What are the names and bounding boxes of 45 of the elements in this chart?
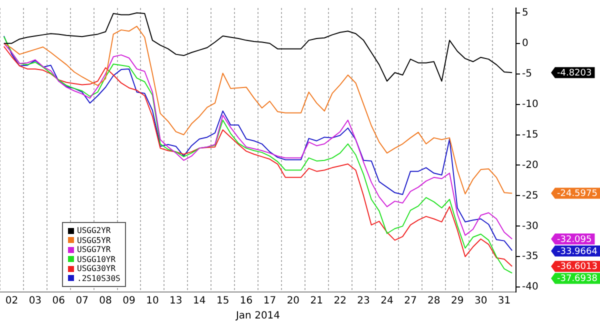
y-tick-label: -20: [522, 160, 538, 171]
x-tick-label: 21: [310, 296, 324, 307]
y-tick-label: -25: [522, 190, 538, 202]
y-tick-label: -15: [522, 129, 538, 140]
x-tick-label: 30: [474, 296, 488, 307]
x-tick-label: 27: [404, 296, 417, 307]
x-tick-label: 07: [76, 296, 88, 307]
x-tick-label: 02: [5, 296, 18, 307]
x-tick-label: 20: [286, 296, 300, 307]
x-tick-label: 23: [357, 296, 370, 307]
x-tick-label: 29: [450, 296, 464, 307]
text: -24.5975: [557, 189, 598, 200]
legend-label: USGG2YR: [77, 226, 111, 236]
y-tick-label: 5: [522, 7, 528, 18]
x-tick-label: 28: [428, 296, 440, 307]
x-axis-title: Jan 2014: [234, 310, 280, 322]
y-tick-label: -35: [522, 251, 538, 262]
y-tick-label: -5: [522, 68, 532, 80]
legend-label: .2S10S30S: [77, 274, 120, 283]
x-tick-label: 24: [380, 296, 394, 307]
legend-label: USGG30YR: [77, 264, 116, 274]
x-tick-label: 13: [170, 296, 182, 307]
legend-label: USGG7YR: [77, 245, 111, 254]
x-tick-label: 16: [240, 296, 253, 307]
x-tick-label: 03: [28, 296, 42, 307]
y-tick-label: -40: [522, 282, 538, 293]
y-tick-label: 0: [522, 38, 528, 49]
legend-label: USGG10YR: [77, 254, 116, 264]
x-tick-label: 06: [52, 296, 66, 307]
x-tick-label: 14: [192, 296, 206, 307]
legend-label: USGG5YR: [77, 236, 111, 245]
x-tick-label: 15: [216, 296, 230, 307]
text: -33.9664: [557, 246, 598, 257]
text: -36.6013: [557, 262, 598, 272]
x-tick-label: 10: [146, 296, 159, 307]
text: -32.095: [557, 234, 592, 245]
x-tick-label: 09: [122, 296, 136, 307]
y-tick-label: -30: [522, 220, 538, 232]
x-tick-label: 17: [263, 296, 276, 307]
x-tick-label: 31: [498, 296, 511, 307]
text: -4.8203: [557, 68, 592, 78]
x-tick-label: 22: [334, 296, 346, 307]
x-tick-label: 08: [99, 296, 112, 307]
y-tick-label: -10: [522, 98, 538, 110]
text: -37.6938: [557, 274, 598, 284]
